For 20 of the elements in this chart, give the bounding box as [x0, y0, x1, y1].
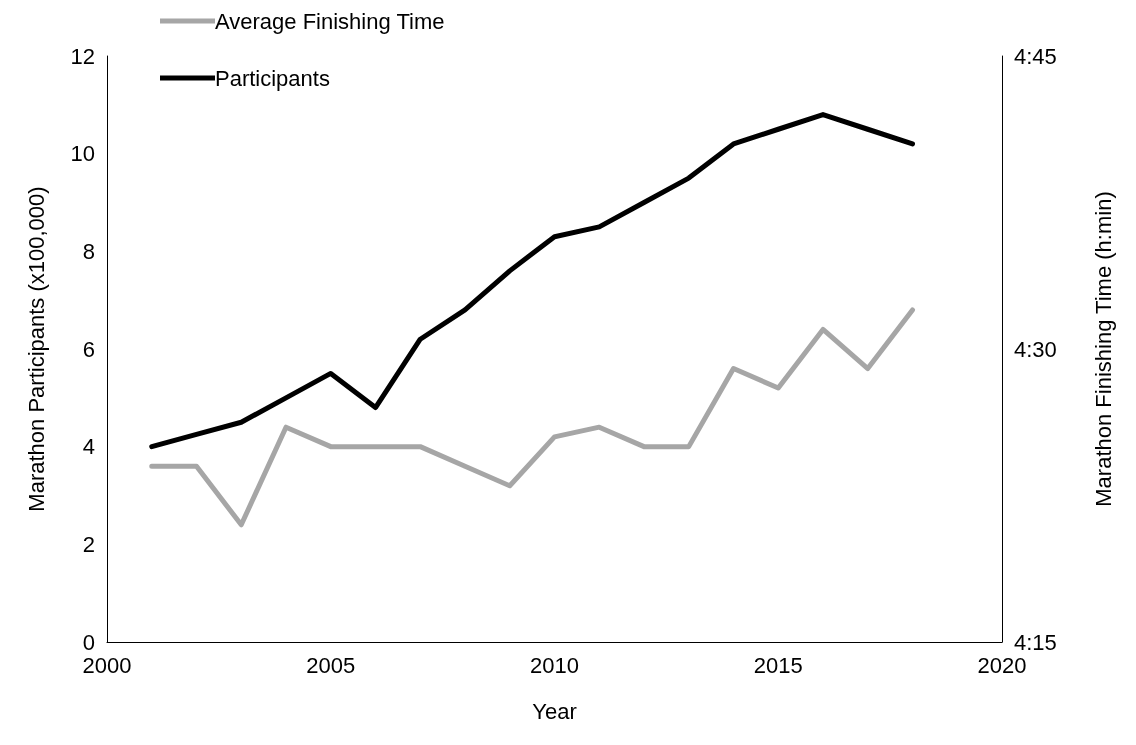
y-tick-label: 2 [82, 531, 95, 557]
x-tick-label: 2010 [530, 652, 579, 678]
y-tick-label: 4 [82, 434, 95, 460]
y2-tick-label: 4:30 [1014, 336, 1057, 362]
y-axis-title: Marathon Participants (x100,000) [23, 186, 49, 512]
y-tick-label: 8 [82, 238, 95, 264]
x-tick-label: 2015 [753, 652, 803, 678]
x-tick-label: 2000 [82, 652, 132, 678]
y2-tick-label: 4:45 [1014, 43, 1057, 69]
y-tick-label: 12 [70, 43, 95, 69]
y2-tick-label: 4:15 [1014, 629, 1057, 655]
legend-label: Participants [215, 65, 330, 91]
y-tick-label: 0 [82, 629, 95, 655]
x-axis-title: Year [532, 698, 577, 724]
x-tick-label: 2005 [306, 652, 356, 678]
legend-label: Average Finishing Time [215, 8, 445, 34]
y2-axis-title: Marathon Finishing Time (h:min) [1090, 191, 1116, 507]
y-tick-label: 10 [70, 141, 95, 167]
x-tick-label: 2020 [977, 652, 1027, 678]
y-tick-label: 6 [82, 336, 95, 362]
